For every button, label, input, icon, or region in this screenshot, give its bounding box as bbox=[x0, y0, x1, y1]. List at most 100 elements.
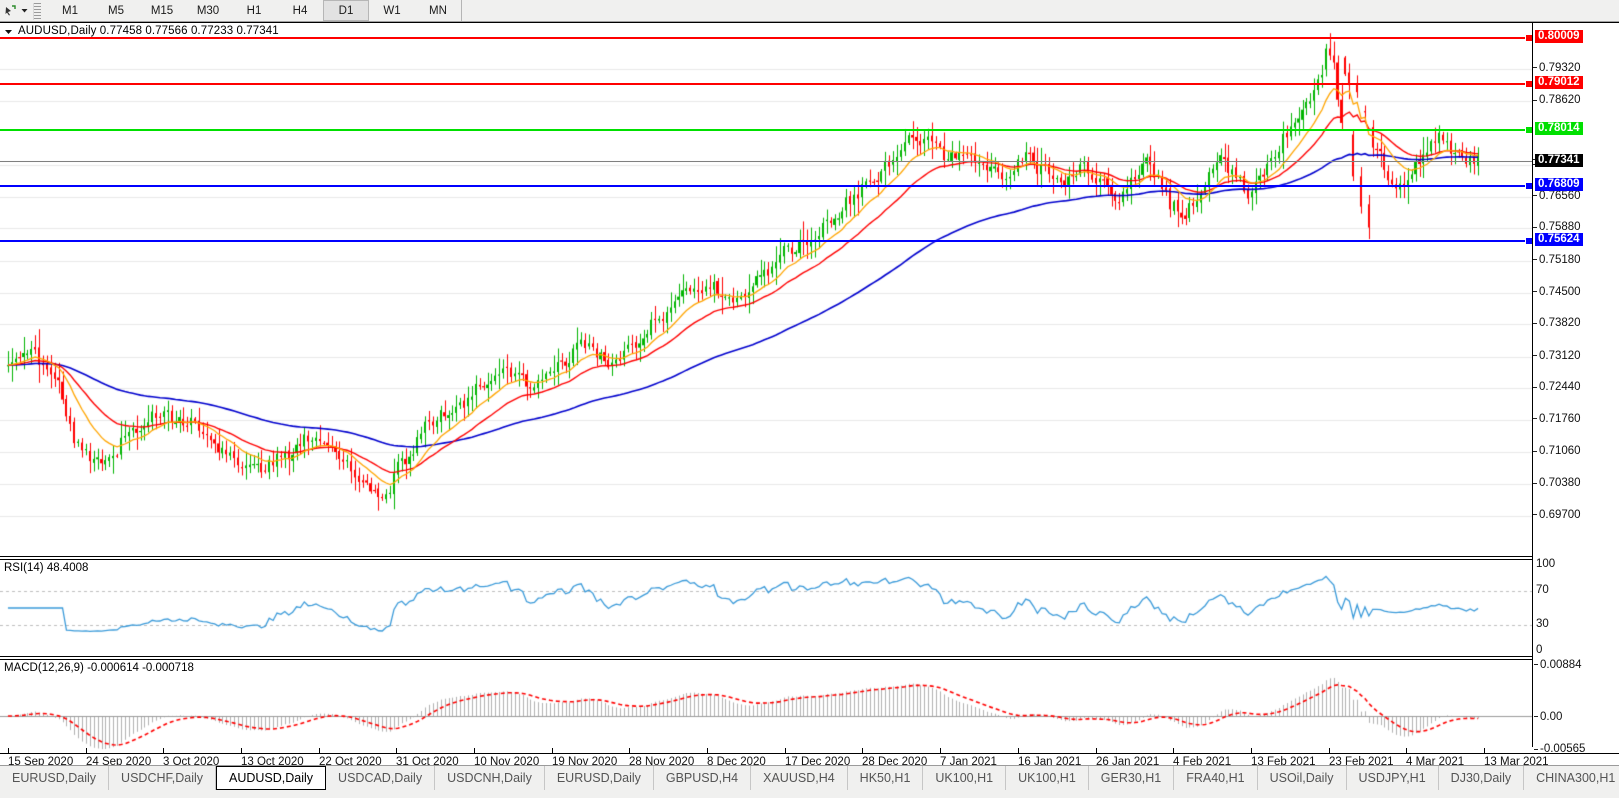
tick-dash-icon bbox=[1533, 259, 1537, 261]
rsi-scale-tick-label: 100 bbox=[1536, 558, 1556, 571]
chart-tab-fra40h1[interactable]: FRA40,H1 bbox=[1174, 766, 1258, 790]
price-scale-tick: 0.78620 bbox=[1533, 94, 1581, 106]
level-line-resistance[interactable] bbox=[0, 82, 1532, 85]
price-scale-tick: 0.75880 bbox=[1533, 221, 1581, 233]
price-level-badge-target[interactable]: 0.78014 bbox=[1535, 122, 1583, 136]
price-scale-tick: 0.69700 bbox=[1533, 509, 1581, 521]
chart-tab-usdcnhdaily[interactable]: USDCNH,Daily bbox=[435, 766, 545, 790]
chart-tab-hk50h1[interactable]: HK50,H1 bbox=[848, 766, 924, 790]
chart-tab-label: XAUUSD,H4 bbox=[763, 771, 835, 785]
price-level-badge-support[interactable]: 0.75624 bbox=[1535, 233, 1583, 247]
chart-tab-bar: EURUSD,Daily USDCHF,Daily AUDUSD,Daily USDC… bbox=[0, 765, 1619, 798]
timeframe-button-w1[interactable]: W1 bbox=[369, 0, 415, 21]
time-axis-tick bbox=[8, 748, 9, 753]
chart-tab-label: AUDUSD,Daily bbox=[229, 771, 314, 785]
chart-tab-gbpusdh4[interactable]: GBPUSD,H4 bbox=[654, 766, 752, 790]
chart-symbol-ohlc: AUDUSD,Daily 0.77458 0.77566 0.77233 0.7… bbox=[18, 25, 279, 37]
price-scale[interactable]: 0.793200.786200.773400.772400.765600.758… bbox=[1532, 23, 1619, 755]
price-scale-tick-label: 0.71060 bbox=[1539, 445, 1581, 458]
timeframe-label: M15 bbox=[150, 4, 174, 17]
timeframe-button-d1[interactable]: D1 bbox=[323, 0, 369, 21]
tick-dash-icon bbox=[1533, 226, 1537, 228]
tick-dash-icon bbox=[1533, 355, 1537, 357]
chart-tab-eurusddaily[interactable]: EURUSD,Daily bbox=[0, 766, 110, 790]
level-line-last-price[interactable] bbox=[0, 160, 1532, 162]
chart-tab-uk100h1[interactable]: UK100,H1 bbox=[923, 766, 1007, 790]
level-line-handle[interactable] bbox=[1525, 126, 1532, 135]
chart-tab-usoildaily[interactable]: USOil,Daily bbox=[1258, 766, 1347, 790]
price-pane[interactable] bbox=[0, 23, 1532, 525]
timeframe-button-m5[interactable]: M5 bbox=[93, 0, 139, 21]
chart-tab-usdcaddaily[interactable]: USDCAD,Daily bbox=[326, 766, 436, 790]
level-line-handle[interactable] bbox=[1525, 237, 1532, 246]
macd-indicator-label: MACD(12,26,9) -0.000614 -0.000718 bbox=[4, 662, 197, 674]
price-scale-tick: 0.76560 bbox=[1533, 190, 1581, 202]
rsi-pane[interactable] bbox=[0, 560, 1532, 656]
timeframe-label: M30 bbox=[196, 4, 220, 17]
level-line-target[interactable] bbox=[0, 129, 1532, 132]
rsi-scale-tick: 100 bbox=[1536, 558, 1555, 570]
level-line-handle[interactable] bbox=[1525, 79, 1532, 88]
chart-tab-ger30h1[interactable]: GER30,H1 bbox=[1089, 766, 1175, 790]
macd-pane[interactable] bbox=[0, 660, 1532, 753]
price-scale-tick-label: 0.74500 bbox=[1539, 285, 1581, 298]
price-scale-tick-label: 0.70380 bbox=[1539, 477, 1581, 490]
price-scale-tick: 0.70380 bbox=[1533, 477, 1581, 489]
level-line-resistance[interactable] bbox=[0, 36, 1532, 39]
time-axis-tick bbox=[1173, 748, 1174, 753]
time-axis-tick bbox=[552, 748, 553, 753]
timeframe-label: MN bbox=[429, 4, 447, 17]
level-line-support[interactable] bbox=[0, 185, 1532, 188]
time-axis-tick bbox=[940, 748, 941, 753]
level-line-handle[interactable] bbox=[1525, 182, 1532, 191]
chart-tab-eurusddaily[interactable]: EURUSD,Daily bbox=[545, 766, 654, 790]
time-axis-tick bbox=[319, 748, 320, 753]
price-scale-tick-label: 0.78620 bbox=[1539, 94, 1581, 107]
time-axis-tick bbox=[785, 748, 786, 753]
rsi-scale-tick: 30 bbox=[1536, 618, 1549, 630]
level-line-handle[interactable] bbox=[1525, 33, 1532, 42]
time-axis-tick bbox=[1484, 748, 1485, 753]
timeframe-button-group: M1 M5 M15 M30 H1 H4 D1 W1 MN bbox=[47, 0, 462, 21]
tick-dash-icon bbox=[1533, 99, 1537, 101]
price-level-badge-last-price[interactable]: 0.77341 bbox=[1535, 153, 1583, 167]
timeframe-button-m1[interactable]: M1 bbox=[47, 0, 93, 21]
price-level-badge-resistance[interactable]: 0.79012 bbox=[1535, 75, 1583, 89]
price-level-badge-resistance[interactable]: 0.80009 bbox=[1535, 29, 1583, 43]
price-scale-tick: 0.71060 bbox=[1533, 445, 1581, 457]
price-scale-tick-label: 0.73820 bbox=[1539, 317, 1581, 330]
tick-dash-icon bbox=[1533, 67, 1537, 69]
chart-tab-china300h1[interactable]: CHINA300,H1 bbox=[1524, 766, 1619, 790]
chart-tab-audusddaily[interactable]: AUDUSD,Daily bbox=[216, 766, 327, 790]
chart-frame: AUDUSD,Daily 0.77458 0.77566 0.77233 0.7… bbox=[0, 22, 1619, 768]
toolbar-dropdown-caret-icon[interactable] bbox=[18, 2, 31, 19]
chart-tab-uk100h1[interactable]: UK100,H1 bbox=[1006, 766, 1089, 790]
timeframe-button-h1[interactable]: H1 bbox=[231, 0, 277, 21]
macd-scale-tick-label: 0.00884 bbox=[1540, 658, 1582, 671]
tick-dash-icon bbox=[1533, 291, 1537, 293]
chart-cursor-icon[interactable] bbox=[3, 3, 18, 18]
level-line-support[interactable] bbox=[0, 240, 1532, 243]
price-scale-tick-label: 0.72440 bbox=[1539, 381, 1581, 394]
timeframe-button-m15[interactable]: M15 bbox=[139, 0, 185, 21]
tick-dash-icon bbox=[1533, 482, 1537, 484]
timeframe-button-h4[interactable]: H4 bbox=[277, 0, 323, 21]
chart-tab-dj30daily[interactable]: DJ30,Daily bbox=[1439, 766, 1525, 790]
price-level-badge-label: 0.75624 bbox=[1538, 233, 1580, 246]
toolbar-drag-grip[interactable] bbox=[33, 3, 41, 20]
pane-separator-rsi bbox=[0, 556, 1532, 560]
chart-tab-label: GER30,H1 bbox=[1100, 771, 1162, 785]
price-scale-tick: 0.73120 bbox=[1533, 350, 1581, 362]
tick-dash-icon bbox=[1534, 664, 1538, 666]
price-level-badge-support[interactable]: 0.76809 bbox=[1535, 178, 1583, 192]
timeframe-button-mn[interactable]: MN bbox=[415, 0, 461, 21]
chart-tab-usdchfdaily[interactable]: USDCHF,Daily bbox=[109, 766, 216, 790]
chart-tab-usdjpyh1[interactable]: USDJPY,H1 bbox=[1347, 766, 1439, 790]
chart-menu-caret-icon[interactable] bbox=[4, 27, 13, 36]
chart-tab-xauusdh4[interactable]: XAUUSD,H4 bbox=[751, 766, 848, 790]
macd-scale-tick: 0.00884 bbox=[1534, 659, 1582, 671]
chart-tab-label: UK100,H1 bbox=[1018, 771, 1076, 785]
chart-tab-label: DJ30,Daily bbox=[1450, 771, 1512, 785]
timeframe-button-m30[interactable]: M30 bbox=[185, 0, 231, 21]
price-scale-tick-label: 0.69700 bbox=[1539, 508, 1581, 521]
